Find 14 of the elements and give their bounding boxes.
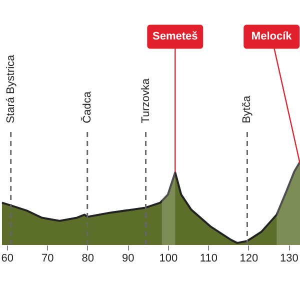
annotation: Semeteš: [152, 30, 198, 43]
x-tick-label: 90: [122, 252, 134, 264]
annotation: Melocík: [251, 30, 293, 43]
ref-line-label: Čadca: [80, 90, 94, 124]
x-tick-label: 100: [159, 252, 178, 264]
ref-line-label: Stará Bystrica: [4, 54, 17, 124]
x-tick-label: 110: [200, 252, 218, 264]
x-tick-label: 80: [82, 252, 94, 264]
x-tick-label: 60: [1, 252, 14, 264]
ref-line-label: Bytča: [241, 94, 254, 124]
x-tick-label: 130: [280, 252, 298, 264]
ref-line-label: Turzovka: [140, 78, 152, 124]
x-tick-label: 70: [41, 252, 54, 264]
x-tick-label: 120: [240, 252, 258, 264]
